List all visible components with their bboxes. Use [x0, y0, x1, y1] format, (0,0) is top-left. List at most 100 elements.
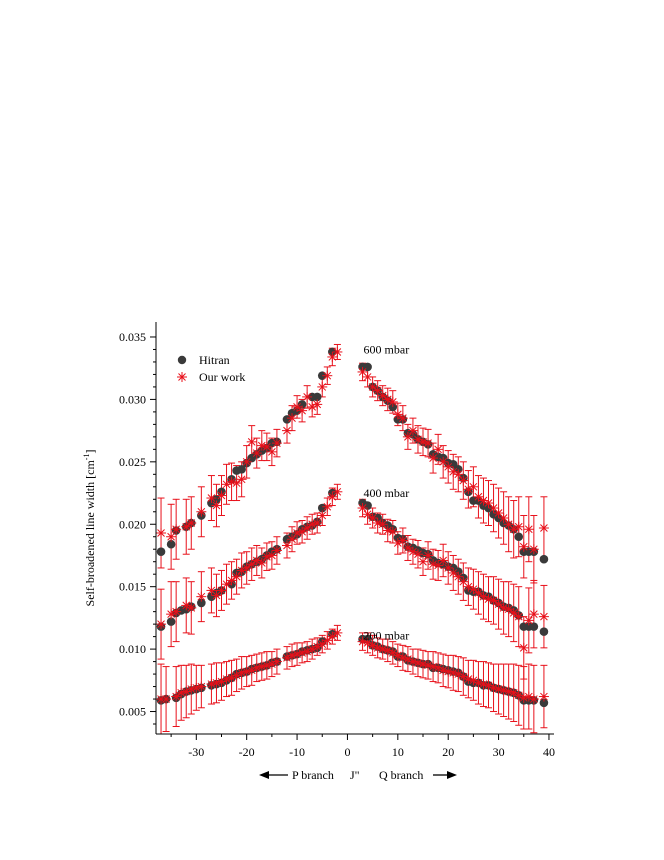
our-work-point	[327, 631, 338, 642]
y-axis-label: Self-broadened line width [cm-1]	[82, 450, 97, 607]
x-tick-label: -30	[188, 745, 204, 759]
our-work-point	[246, 559, 257, 570]
our-work-point	[418, 556, 429, 567]
our-work-point	[166, 531, 177, 542]
our-work-point	[488, 595, 499, 606]
our-work-point	[216, 585, 227, 596]
hitran-point	[529, 622, 539, 631]
our-work-point	[221, 579, 232, 590]
our-work-point	[312, 399, 323, 410]
our-work-point	[196, 681, 207, 692]
our-work-point	[458, 475, 469, 486]
x-tick-label: -20	[239, 745, 255, 759]
y-tick-label: 0.035	[119, 330, 146, 344]
hitran-point	[539, 554, 549, 564]
y-tick-label: 0.005	[119, 705, 146, 719]
our-work-point	[503, 519, 514, 530]
x-tick-label: 20	[442, 745, 454, 759]
our-work-point	[256, 557, 267, 568]
our-work-point	[423, 438, 434, 449]
our-work-point	[473, 491, 484, 502]
our-work-point	[357, 503, 368, 514]
our-work-point	[528, 609, 539, 620]
x-tick-label: 40	[543, 745, 555, 759]
our-work-point	[518, 541, 529, 552]
our-work-point	[287, 534, 298, 545]
x-tick-label: 0	[344, 745, 350, 759]
our-work-point	[483, 498, 494, 509]
our-work-point	[387, 396, 398, 407]
left-arrow-icon	[259, 771, 288, 779]
our-work-point	[181, 521, 192, 532]
our-work-point	[196, 506, 207, 517]
hitran-point	[539, 627, 549, 636]
our-work-point	[186, 602, 197, 613]
our-work-point	[523, 524, 534, 535]
legend-hitran-label: Hitran	[199, 353, 230, 367]
our-work-point	[433, 444, 444, 455]
hitran-point	[156, 547, 166, 557]
x-tick-label: 30	[493, 745, 505, 759]
our-work-point	[392, 409, 403, 420]
our-work-point	[211, 500, 222, 511]
our-work-point	[281, 540, 292, 551]
hitran-point	[197, 598, 206, 608]
our-work-point	[508, 524, 519, 535]
our-work-point	[448, 567, 459, 578]
hitran-point	[237, 465, 246, 474]
our-work-point	[443, 461, 454, 472]
annotation-200-mbar: 200 mbar	[364, 628, 410, 642]
our-work-point	[538, 523, 549, 533]
our-work-point	[246, 436, 257, 447]
our-work-point	[297, 405, 308, 416]
hitran-point	[539, 698, 549, 708]
our-work-point	[236, 474, 247, 485]
our-work-point	[412, 549, 423, 560]
our-work-point	[256, 661, 267, 672]
our-work-point	[171, 691, 182, 702]
our-work-point	[302, 523, 313, 533]
our-work-point	[317, 381, 328, 392]
our-work-point	[402, 542, 413, 553]
y-axis-label-sup: -1	[82, 454, 91, 461]
our-work-points	[156, 346, 549, 705]
our-work-point	[513, 521, 524, 532]
our-work-point	[372, 385, 383, 396]
our-work-point	[216, 490, 227, 501]
our-work-point	[468, 481, 479, 492]
our-work-point	[171, 606, 182, 617]
our-work-point	[302, 391, 313, 402]
our-work-point	[418, 659, 429, 670]
our-work-point	[322, 370, 333, 381]
our-work-point	[407, 425, 418, 436]
our-work-point	[367, 381, 378, 392]
x-axis-label-p-branch: P branch	[292, 768, 334, 782]
our-work-point	[503, 604, 514, 615]
our-work-point	[322, 635, 333, 646]
annotation-600-mbar: 600 mbar	[364, 342, 410, 356]
our-work-point	[241, 456, 252, 467]
our-work-point	[317, 510, 328, 521]
y-tick-label: 0.030	[119, 392, 146, 406]
our-work-point	[317, 639, 328, 650]
our-work-point	[271, 438, 282, 449]
our-work-point	[508, 607, 519, 618]
our-work-point	[372, 518, 383, 529]
our-work-point	[231, 571, 242, 582]
our-work-point	[468, 584, 479, 595]
our-work-point	[453, 469, 464, 480]
our-work-point	[221, 674, 232, 685]
our-work-point	[377, 390, 388, 401]
y-tick-label: 0.025	[119, 455, 146, 469]
hitran-points	[156, 347, 549, 708]
legend: Hitran Our work	[177, 353, 245, 384]
our-work-point	[538, 611, 549, 622]
x-axis-label-j: J"	[350, 768, 360, 782]
our-work-point	[423, 550, 434, 561]
our-work-point	[196, 591, 207, 602]
our-work-point	[362, 509, 373, 520]
our-work-point	[251, 448, 262, 459]
x-axis-label-q-branch: Q branch	[379, 768, 423, 782]
our-work-point	[523, 615, 534, 626]
our-work-point	[161, 694, 172, 705]
